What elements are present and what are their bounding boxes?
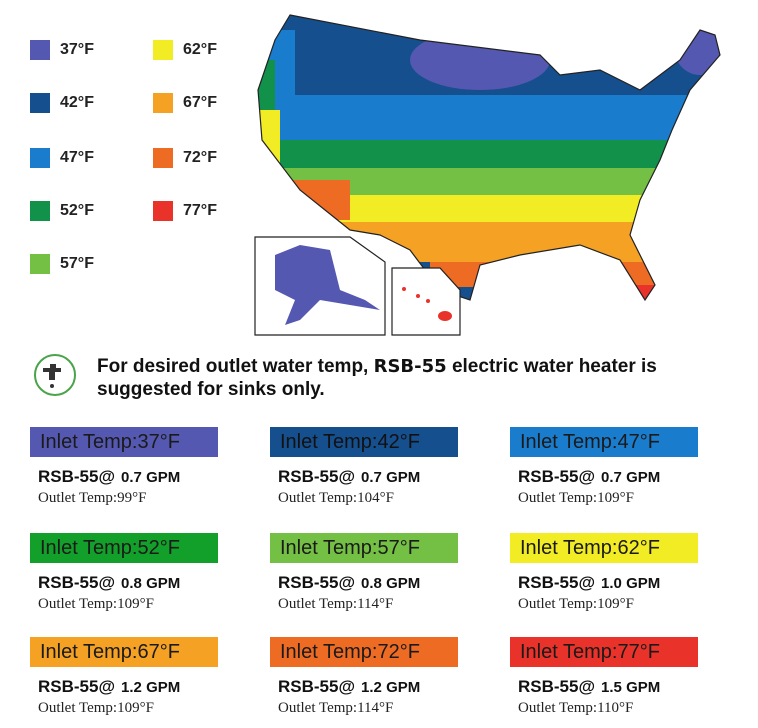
card-flow: 0.8 GPM — [121, 575, 181, 592]
legend-label: 52°F — [60, 202, 94, 219]
card-outlet: Outlet Temp:114°F — [278, 596, 394, 612]
legend-label: 72°F — [183, 149, 217, 166]
card-flow: 1.2 GPM — [361, 679, 421, 696]
card-outlet: Outlet Temp:109°F — [518, 490, 634, 506]
card-header: Inlet Temp:42°F — [270, 427, 458, 457]
card-outlet: Outlet Temp:109°F — [38, 596, 154, 612]
legend-swatch — [30, 93, 50, 113]
legend-label: 77°F — [183, 202, 217, 219]
card-flow: 0.7 GPM — [361, 469, 421, 486]
legend-label: 67°F — [183, 94, 217, 111]
card-model-line: RSB-55@ 1.2 GPM — [38, 677, 180, 697]
notice-text: electric water heater is suggested for s… — [97, 356, 657, 400]
legend-swatch — [153, 40, 173, 60]
legend-swatch — [30, 40, 50, 60]
legend-swatch — [30, 148, 50, 168]
legend-swatch — [153, 148, 173, 168]
hawaii — [402, 287, 452, 321]
notice-model: RSB-55 — [373, 356, 447, 377]
notice-text: For desired outlet water temp, — [97, 356, 374, 377]
legend-label: 62°F — [183, 41, 217, 58]
card-header: Inlet Temp:37°F — [30, 427, 218, 457]
card-model: RSB-55@ — [38, 573, 116, 592]
legend-swatch — [153, 201, 173, 221]
legend-label: 42°F — [60, 94, 94, 111]
legend-label: 47°F — [60, 149, 94, 166]
card-flow: 1.5 GPM — [601, 679, 661, 696]
card-model-line: RSB-55@ 1.2 GPM — [278, 677, 420, 697]
card-model-line: RSB-55@ 0.7 GPM — [518, 467, 660, 487]
card-model-line: RSB-55@ 1.0 GPM — [518, 573, 660, 593]
card-header: Inlet Temp:67°F — [30, 637, 218, 667]
card-model: RSB-55@ — [518, 573, 596, 592]
card-flow: 1.2 GPM — [121, 679, 181, 696]
card-outlet: Outlet Temp:109°F — [518, 596, 634, 612]
card-outlet: Outlet Temp:114°F — [278, 700, 394, 716]
notice-icon — [34, 354, 76, 396]
card-flow: 1.0 GPM — [601, 575, 661, 592]
card-header: Inlet Temp:72°F — [270, 637, 458, 667]
card-header: Inlet Temp:52°F — [30, 533, 218, 563]
us-outline — [257, 14, 721, 302]
card-model: RSB-55@ — [38, 467, 116, 486]
card-outlet: Outlet Temp:99°F — [38, 490, 147, 506]
card-outlet: Outlet Temp:104°F — [278, 490, 394, 506]
card-header: Inlet Temp:57°F — [270, 533, 458, 563]
card-flow: 0.7 GPM — [601, 469, 661, 486]
alaska — [275, 245, 380, 325]
legend-label: 57°F — [60, 255, 94, 272]
hawaii-inset — [391, 267, 461, 336]
legend-swatch — [153, 93, 173, 113]
card-flow: 0.7 GPM — [121, 469, 181, 486]
card-model: RSB-55@ — [278, 467, 356, 486]
card-header: Inlet Temp:62°F — [510, 533, 698, 563]
card-model-line: RSB-55@ 0.7 GPM — [38, 467, 180, 487]
legend-swatch — [30, 254, 50, 274]
legend-label: 37°F — [60, 41, 94, 58]
card-outlet: Outlet Temp:110°F — [518, 700, 634, 716]
card-flow: 0.8 GPM — [361, 575, 421, 592]
card-model: RSB-55@ — [518, 677, 596, 696]
card-model: RSB-55@ — [278, 573, 356, 592]
card-model-line: RSB-55@ 0.8 GPM — [278, 573, 420, 593]
card-model-line: RSB-55@ 1.5 GPM — [518, 677, 660, 697]
card-header: Inlet Temp:77°F — [510, 637, 698, 667]
card-model-line: RSB-55@ 0.8 GPM — [38, 573, 180, 593]
card-model: RSB-55@ — [518, 467, 596, 486]
card-outlet: Outlet Temp:109°F — [38, 700, 154, 716]
card-model: RSB-55@ — [278, 677, 356, 696]
legend-swatch — [30, 201, 50, 221]
card-model-line: RSB-55@ 0.7 GPM — [278, 467, 420, 487]
notice: For desired outlet water temp, RSB-55 el… — [97, 355, 757, 401]
card-model: RSB-55@ — [38, 677, 116, 696]
card-header: Inlet Temp:47°F — [510, 427, 698, 457]
